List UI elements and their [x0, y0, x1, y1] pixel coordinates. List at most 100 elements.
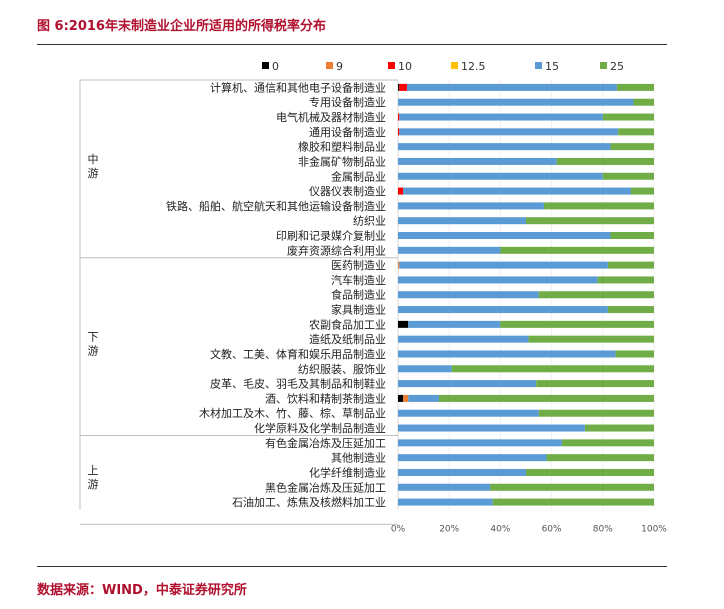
bar-segment-0 — [398, 83, 400, 91]
bar-segment-15 — [406, 83, 617, 91]
legend-swatch — [535, 62, 542, 69]
legend-swatch — [262, 62, 269, 69]
legend-label: 12.5 — [461, 60, 486, 73]
x-tick-label: 100% — [641, 524, 667, 534]
bar-segment-25 — [528, 335, 654, 343]
bar-segment-25 — [633, 98, 654, 106]
source-rule — [37, 566, 667, 567]
x-tick-label: 80% — [593, 524, 613, 534]
bar-segment-0 — [398, 394, 404, 402]
bar-segment-15 — [398, 98, 634, 106]
category-label: 非金属矿物制品业 — [298, 154, 386, 168]
category-label: 纺织业 — [353, 214, 386, 228]
bar-segment-25 — [536, 380, 654, 388]
bar-segment-15 — [408, 394, 439, 402]
bar-segment-15 — [398, 483, 491, 491]
bar-segment-25 — [602, 172, 654, 180]
bar-segment-25 — [561, 439, 654, 447]
bar-segment-25 — [584, 424, 654, 432]
bar-segment-25 — [490, 483, 654, 491]
bar-segment-15 — [398, 246, 501, 254]
category-label: 纺织服装、服饰业 — [298, 362, 386, 376]
legend-label: 15 — [545, 60, 559, 73]
x-tick-label: 60% — [542, 524, 562, 534]
bar-segment-25 — [438, 394, 654, 402]
legend-label: 0 — [272, 60, 279, 73]
legend-swatch — [326, 62, 333, 69]
group-label: 下游 — [88, 331, 99, 358]
x-tick-labels: 0% 20% 40% 60% 80% 100% — [391, 524, 667, 534]
category-label: 汽车制造业 — [331, 273, 386, 287]
bar-segment-25 — [602, 113, 654, 121]
bar-segment-9 — [398, 261, 400, 269]
category-label: 石油加工、炼焦及核燃料加工业 — [232, 495, 386, 509]
category-label: 化学原料及化学制品制造业 — [254, 421, 386, 435]
category-label: 电气机械及器材制造业 — [276, 110, 386, 124]
title-rule — [37, 44, 667, 45]
bar-segment-15 — [398, 409, 539, 417]
bar-segment-15 — [398, 380, 537, 388]
bar-segment-15 — [399, 113, 603, 121]
bar-segment-25 — [615, 350, 654, 358]
category-label: 有色金属冶炼及压延加工 — [265, 436, 386, 450]
bar-segment-15 — [398, 454, 547, 462]
bar-segment-25 — [618, 128, 654, 136]
legend-label: 9 — [336, 60, 343, 73]
category-label: 酒、饮料和精制茶制造业 — [265, 391, 386, 405]
category-label: 食品制造业 — [331, 288, 386, 302]
figure-title: 图 6:2016年末制造业企业所适用的所得税率分布 — [37, 19, 326, 34]
category-label: 其他制造业 — [331, 451, 386, 465]
bar-segment-15 — [399, 128, 619, 136]
bar-segment-25 — [538, 409, 654, 417]
bar-segment-25 — [610, 232, 654, 240]
bar-segment-25 — [492, 498, 654, 506]
category-label: 橡胶和塑料制品业 — [298, 140, 386, 154]
legend-label: 10 — [398, 60, 412, 73]
category-label: 铁路、船舶、航空航天和其他运输设备制造业 — [166, 199, 386, 213]
category-label: 家具制造业 — [331, 303, 386, 317]
bar-segment-25 — [607, 261, 654, 269]
category-label: 医药制造业 — [331, 258, 386, 272]
bar-segment-15 — [398, 202, 544, 210]
category-label: 专用设备制造业 — [309, 95, 386, 109]
bar-segment-10 — [398, 113, 400, 121]
category-label: 金属制品业 — [331, 169, 386, 183]
bar-segment-15 — [398, 424, 585, 432]
bar-segment-9 — [403, 394, 409, 402]
bar-segment-0 — [398, 320, 409, 328]
category-label: 文教、工美、体育和娱乐用品制造业 — [210, 347, 386, 361]
bar-segment-15 — [398, 468, 526, 476]
category-label: 化学纤维制造业 — [309, 465, 386, 479]
legend-swatch — [600, 62, 607, 69]
bar-segment-25 — [538, 291, 654, 299]
bar-segment-25 — [556, 157, 654, 165]
bar-segment-25 — [630, 187, 654, 195]
bar-segment-15 — [398, 143, 611, 151]
category-label: 黑色金属冶炼及压延加工 — [265, 480, 386, 494]
bar-segment-15 — [398, 276, 598, 284]
bar-segment-25 — [546, 454, 654, 462]
category-label: 计算机、通信和其他电子设备制造业 — [210, 80, 386, 94]
bar-segment-15 — [398, 365, 452, 373]
bar-segment-15 — [403, 187, 631, 195]
category-labels: 计算机、通信和其他电子设备制造业专用设备制造业电气机械及器材制造业通用设备制造业… — [166, 80, 386, 509]
bar-segment-15 — [398, 439, 562, 447]
category-label: 仪器仪表制造业 — [309, 184, 386, 198]
bar-segment-25 — [526, 468, 654, 476]
legend-label: 25 — [610, 60, 624, 73]
legend-swatch — [451, 62, 458, 69]
group-label: 上游 — [88, 464, 99, 491]
bar-segment-25 — [607, 306, 654, 314]
bars — [398, 83, 654, 506]
category-label: 造纸及纸制品业 — [309, 332, 386, 346]
bar-segment-15 — [398, 291, 539, 299]
bar-segment-15 — [398, 306, 608, 314]
category-label: 木材加工及木、竹、藤、棕、草制品业 — [199, 406, 386, 420]
bar-segment-15 — [398, 498, 493, 506]
x-tick-label: 0% — [391, 524, 406, 534]
source-note: 数据来源：WIND，中泰证券研究所 — [37, 583, 247, 598]
x-tick-label: 40% — [490, 524, 510, 534]
legend: 0 9 10 12.5 15 25 — [262, 60, 624, 73]
